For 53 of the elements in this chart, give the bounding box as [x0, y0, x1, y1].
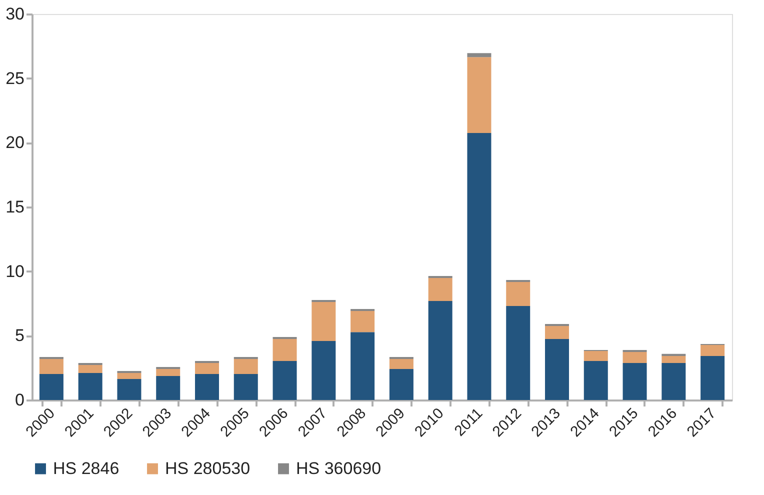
bar	[428, 278, 452, 302]
bar	[389, 368, 414, 400]
bar	[662, 362, 686, 400]
bar	[545, 326, 569, 340]
bar	[234, 374, 258, 400]
bar	[545, 339, 569, 400]
bar	[39, 374, 64, 400]
legend-label: HS 360690	[296, 458, 382, 478]
bar	[195, 374, 219, 400]
bar	[272, 336, 297, 340]
bar	[467, 53, 492, 58]
bar	[156, 376, 180, 400]
bar	[78, 362, 102, 366]
bar	[117, 372, 142, 380]
bar	[428, 301, 452, 400]
bar	[662, 356, 686, 363]
y-tick-label: 5	[15, 326, 24, 346]
bar	[312, 302, 336, 341]
legend-label: HS 280530	[165, 458, 250, 478]
bar	[272, 361, 297, 400]
bar	[389, 358, 414, 369]
y-tick-label: 15	[6, 198, 24, 216]
bar	[39, 358, 64, 374]
bar	[78, 365, 102, 373]
bar	[506, 280, 530, 282]
y-tick-label: 20	[6, 133, 24, 152]
bar	[622, 362, 647, 400]
y-tick-label: 30	[6, 4, 24, 24]
bar	[467, 133, 492, 400]
y-tick-label: 0	[15, 390, 24, 410]
bar	[506, 282, 530, 306]
bar	[195, 362, 219, 374]
bar	[506, 306, 530, 400]
bar	[78, 372, 102, 400]
bar	[584, 350, 608, 362]
bar	[622, 352, 647, 363]
bar	[584, 361, 608, 400]
bar	[428, 276, 452, 278]
bar	[156, 368, 180, 376]
bar	[622, 350, 647, 352]
bar	[350, 310, 375, 332]
bar	[312, 340, 336, 400]
y-tick-label: 10	[6, 262, 24, 281]
bar	[467, 57, 492, 134]
bar	[350, 332, 375, 400]
bar	[700, 356, 725, 400]
bar	[272, 339, 297, 362]
y-tick-label: 25	[6, 68, 24, 88]
bar	[700, 345, 725, 356]
bar	[545, 324, 569, 326]
legend-label: HS 2846	[53, 458, 120, 478]
bar	[234, 358, 258, 374]
bar	[117, 379, 142, 400]
